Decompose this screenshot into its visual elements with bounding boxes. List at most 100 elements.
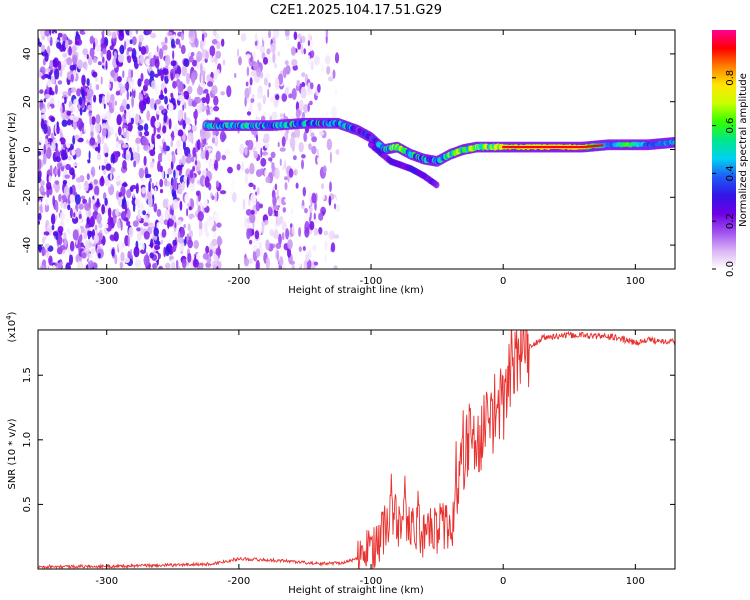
noise-speckle [103, 169, 107, 175]
noise-speckle [157, 152, 163, 163]
noise-speckle [284, 60, 289, 66]
noise-speckle [116, 114, 122, 126]
noise-speckle [253, 150, 258, 159]
noise-speckle [115, 90, 120, 96]
noise-speckle [279, 256, 284, 267]
noise-speckle [296, 79, 301, 87]
noise-speckle [285, 228, 290, 240]
noise-speckle [53, 50, 58, 56]
noise-speckle [181, 181, 185, 191]
noise-speckle [250, 70, 257, 77]
noise-speckle [43, 231, 50, 236]
noise-speckle [142, 97, 148, 105]
noise-speckle [209, 107, 213, 115]
noise-speckle [151, 80, 156, 90]
noise-speckle [53, 57, 59, 68]
noise-speckle [265, 154, 269, 162]
noise-speckle [137, 124, 144, 131]
colorbar: 0.0 0.2 0.4 0.6 0.8 Normalized spectral ampl… [712, 30, 749, 277]
noise-speckle [295, 108, 301, 119]
noise-speckle [285, 211, 292, 216]
noise-speckle [333, 203, 337, 210]
noise-speckle [62, 172, 65, 182]
noise-speckle [287, 239, 293, 250]
noise-speckle [286, 35, 290, 41]
spectrogram-x-label: Height of straight line (km) [288, 285, 424, 296]
noise-speckle [150, 238, 154, 249]
noise-speckle [155, 85, 159, 95]
noise-speckle [122, 143, 129, 149]
noise-speckle [51, 30, 58, 35]
noise-speckle [190, 51, 195, 57]
noise-speckle [167, 73, 171, 80]
noise-speckle [298, 246, 302, 253]
noise-speckle [201, 97, 207, 104]
noise-speckle [100, 76, 103, 85]
noise-speckle [283, 42, 290, 50]
noise-speckle [188, 206, 192, 211]
noise-speckle [83, 181, 89, 192]
noise-speckle [298, 262, 301, 268]
snr-line [38, 330, 675, 569]
noise-speckle [314, 200, 317, 211]
noise-speckle [131, 36, 137, 46]
noise-speckle [298, 141, 304, 153]
noise-speckle [76, 88, 81, 97]
noise-speckle [143, 231, 150, 240]
noise-speckle [98, 252, 101, 259]
noise-speckle [334, 204, 341, 212]
noise-speckle [138, 93, 144, 102]
noise-speckle [182, 120, 186, 130]
noise-speckle [318, 227, 323, 235]
noise-speckle [41, 108, 46, 114]
noise-speckle [59, 245, 66, 251]
noise-speckle [172, 199, 179, 210]
noise-speckle [69, 194, 76, 203]
noise-speckle [100, 60, 107, 66]
noise-speckle [322, 165, 327, 174]
noise-speckle [207, 81, 213, 87]
signal-peak [601, 144, 604, 147]
noise-speckle [114, 100, 118, 106]
noise-speckle [196, 86, 204, 96]
noise-speckle [331, 106, 337, 118]
noise-speckle [297, 41, 301, 50]
noise-speckle [126, 83, 130, 89]
noise-speckle [317, 156, 323, 165]
noise-speckle [102, 95, 105, 106]
noise-speckle [87, 88, 94, 98]
noise-speckle [274, 77, 280, 90]
noise-speckle [183, 90, 190, 100]
noise-speckle [117, 54, 125, 63]
noise-speckle [311, 136, 317, 143]
noise-speckle [166, 134, 172, 143]
noise-speckle [166, 152, 173, 162]
noise-speckle [138, 100, 144, 111]
noise-speckle [149, 98, 155, 110]
noise-speckle [75, 30, 79, 37]
noise-speckle [123, 127, 127, 133]
noise-speckle [303, 103, 309, 114]
noise-speckle [55, 204, 59, 213]
noise-speckle [203, 32, 208, 38]
noise-speckle [301, 159, 304, 170]
noise-speckle [126, 189, 132, 199]
noise-speckle [107, 207, 112, 218]
noise-speckle [249, 239, 253, 245]
noise-speckle [275, 242, 282, 249]
noise-speckle [290, 223, 293, 229]
noise-speckle-layer [38, 30, 341, 269]
noise-speckle [110, 153, 116, 165]
noise-speckle [212, 231, 217, 238]
noise-speckle [215, 50, 222, 59]
noise-speckle [80, 130, 83, 137]
noise-speckle [106, 49, 112, 61]
noise-speckle [191, 217, 195, 226]
noise-speckle [213, 105, 220, 112]
noise-speckle [293, 155, 297, 161]
noise-speckle [255, 201, 261, 212]
noise-speckle [132, 79, 136, 92]
noise-speckle [147, 61, 150, 71]
noise-speckle [156, 134, 161, 139]
noise-speckle [90, 166, 96, 178]
